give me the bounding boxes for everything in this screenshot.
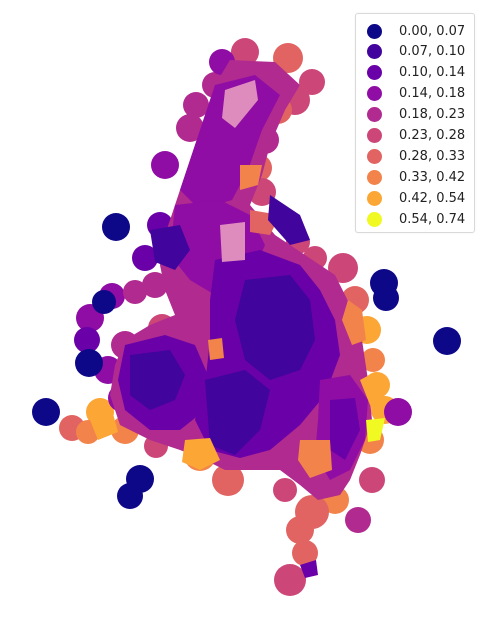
legend-label: 0.18, 0.23 [399, 106, 466, 122]
legend-item: 0.18, 0.23 [356, 104, 465, 124]
main-region [90, 60, 385, 578]
legend-swatch [367, 127, 382, 143]
legend-swatch [367, 85, 382, 101]
legend-item: 0.33, 0.42 [356, 167, 465, 187]
legend: 0.00, 0.07 0.07, 0.10 0.10, 0.14 0.14, 0… [355, 13, 475, 233]
legend-swatch [367, 64, 382, 80]
legend-item: 0.42, 0.54 [356, 188, 465, 208]
legend-swatch [367, 211, 382, 227]
legend-item: 0.00, 0.07 [356, 21, 465, 41]
legend-swatch [367, 148, 382, 164]
legend-item: 0.28, 0.33 [356, 146, 465, 166]
legend-label: 0.14, 0.18 [399, 85, 466, 101]
legend-label: 0.42, 0.54 [399, 190, 466, 206]
legend-label: 0.10, 0.14 [399, 64, 466, 80]
legend-item: 0.07, 0.10 [356, 41, 465, 61]
legend-swatch [367, 169, 382, 185]
legend-swatch [367, 23, 382, 39]
legend-label: 0.00, 0.07 [399, 23, 466, 39]
legend-label: 0.23, 0.28 [399, 127, 466, 143]
legend-label: 0.54, 0.74 [399, 211, 466, 227]
legend-label: 0.33, 0.42 [399, 169, 466, 185]
legend-swatch [367, 190, 382, 206]
legend-item: 0.14, 0.18 [356, 83, 465, 103]
legend-item: 0.10, 0.14 [356, 62, 465, 82]
legend-label: 0.28, 0.33 [399, 148, 466, 164]
legend-item: 0.54, 0.74 [356, 209, 465, 229]
legend-label: 0.07, 0.10 [399, 43, 466, 59]
legend-swatch [367, 106, 382, 122]
legend-swatch [367, 43, 382, 59]
legend-item: 0.23, 0.28 [356, 125, 465, 145]
isolated-points [32, 213, 461, 509]
